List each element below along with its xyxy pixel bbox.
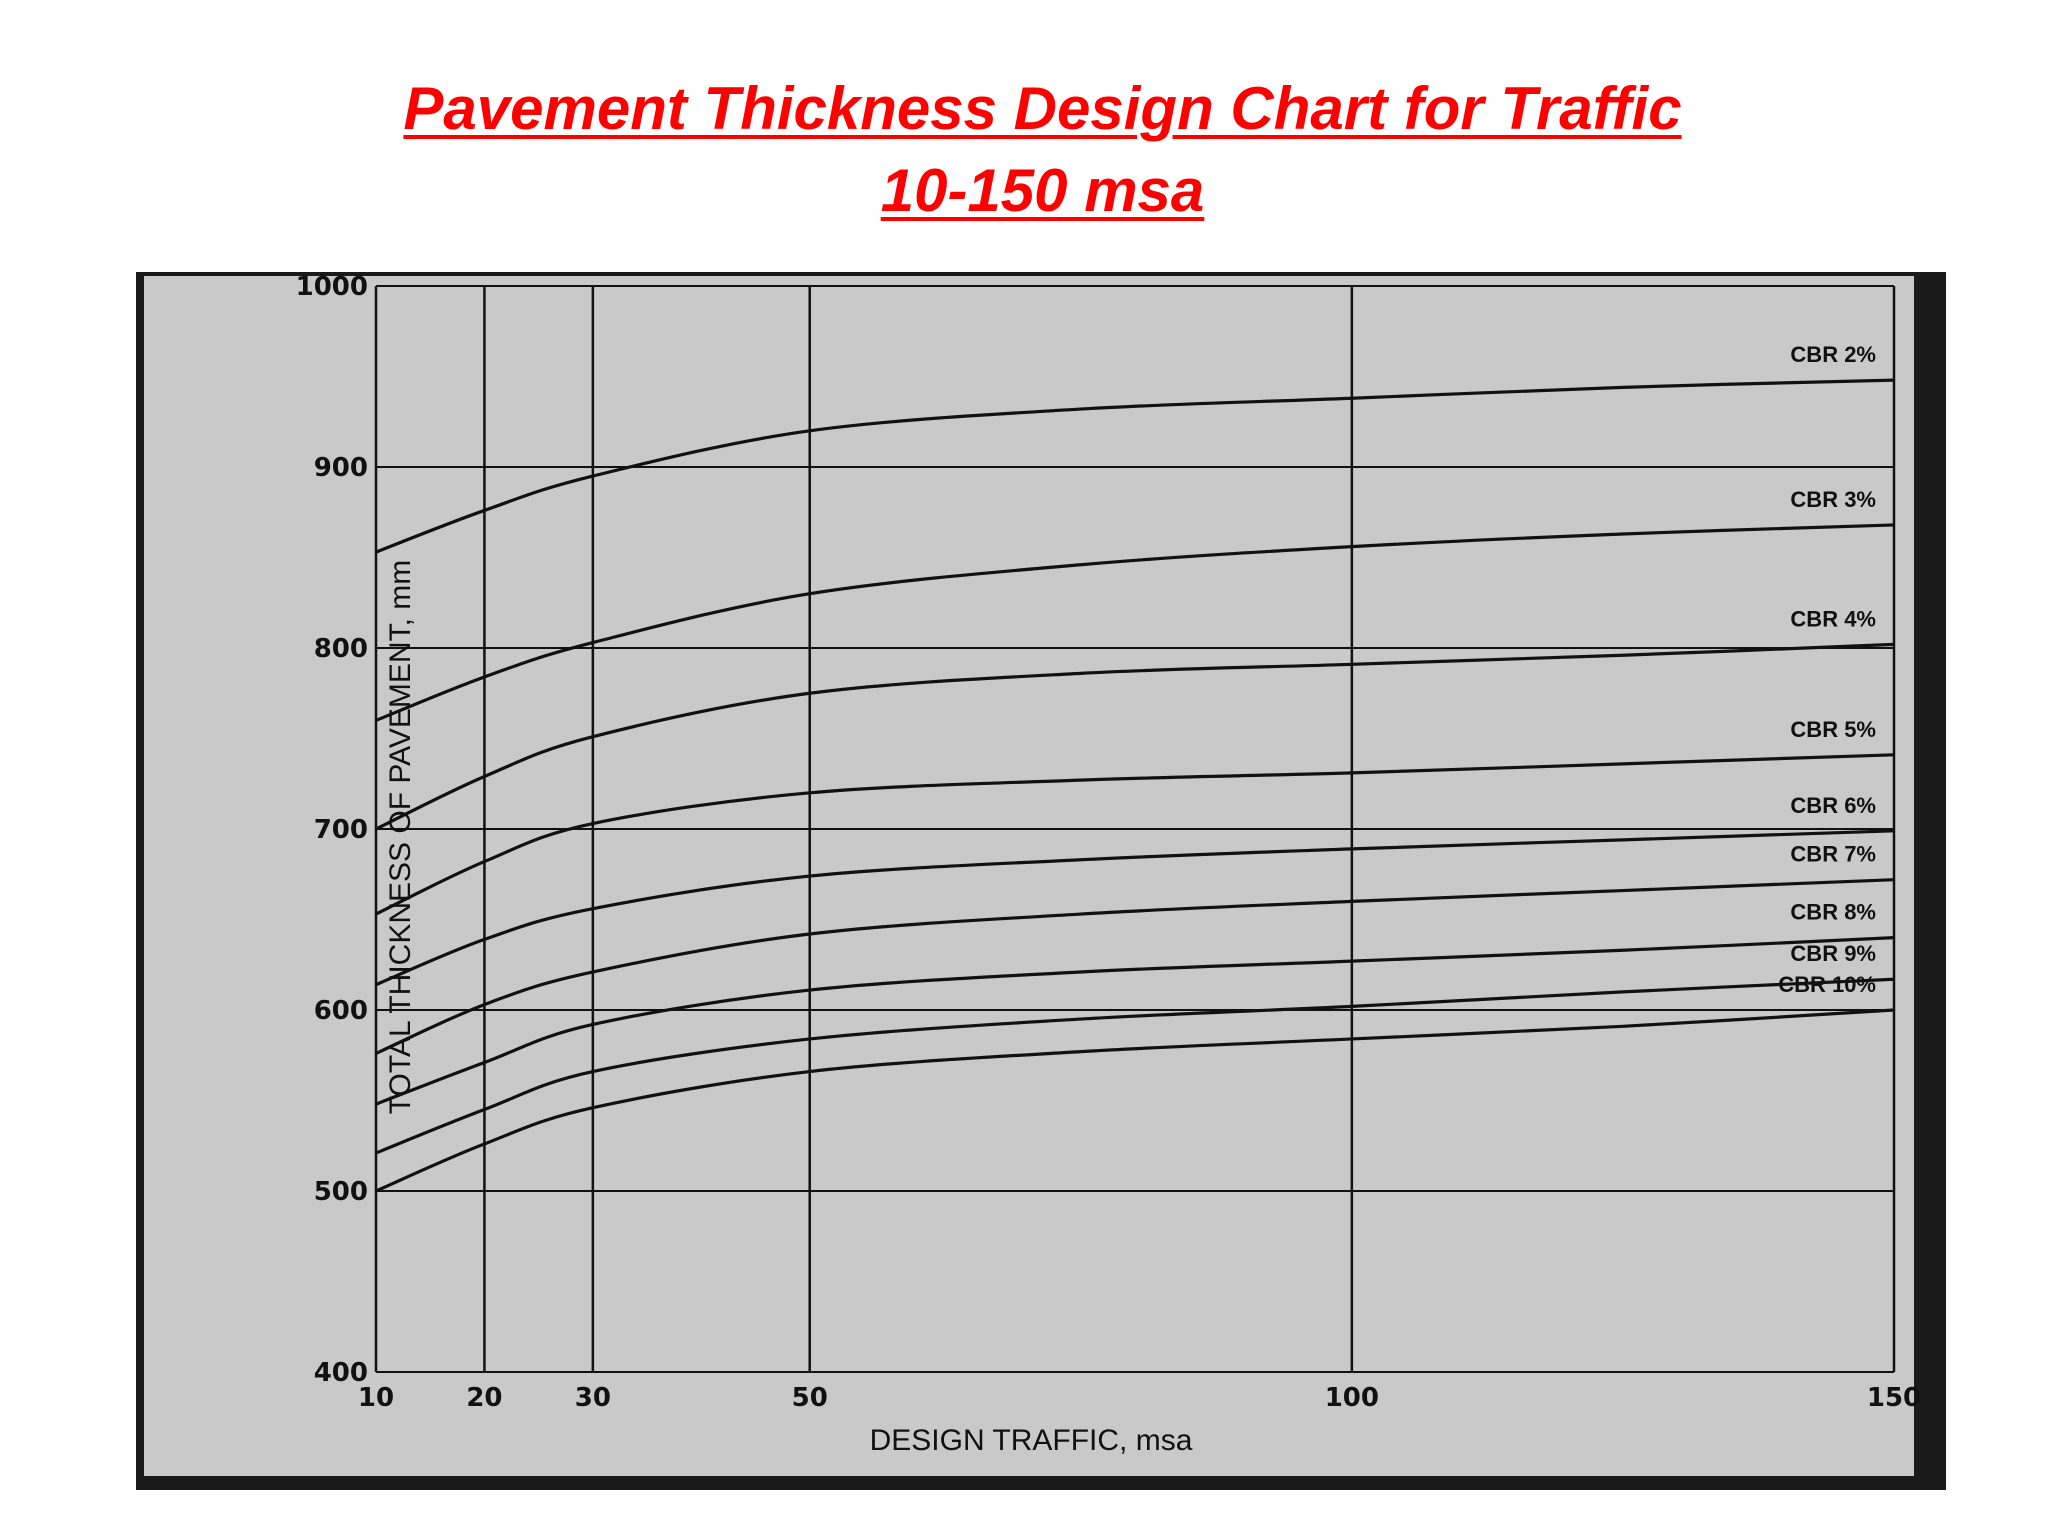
tick-layer: 10 20 30 50 100 150 400 500 600 700 800 900 1000 — [296, 272, 1922, 1413]
y-tick-label: 500 — [314, 1177, 368, 1207]
x-tick-label: 100 — [1325, 1383, 1379, 1413]
y-tick-label: 900 — [314, 453, 368, 483]
label-layer: CBR 2% CBR 3% CBR 4% CBR 5% CBR 6% CBR 7% CBR … — [1778, 342, 1876, 997]
series-layer — [375, 378, 1895, 1193]
series-label: CBR 3% — [1790, 487, 1876, 512]
y-tick-label: 400 — [314, 1358, 368, 1388]
grid-layer — [374, 285, 1896, 1373]
series-label: CBR 4% — [1790, 606, 1876, 631]
y-axis-title: TOTAL THICKNESS OF PAVEMENT, mm — [384, 560, 417, 1115]
series-label: CBR 2% — [1790, 342, 1876, 367]
x-tick-label: 30 — [575, 1383, 611, 1413]
series-line — [375, 1008, 1895, 1193]
title-line-1: Pavement Thickness Design Chart for Traf… — [403, 75, 1682, 142]
x-tick-label: 50 — [792, 1383, 828, 1413]
series-label: CBR 9% — [1790, 941, 1876, 966]
series-line — [375, 977, 1895, 1155]
series-label: CBR 10% — [1778, 972, 1876, 997]
plot-background — [144, 276, 1914, 1476]
y-tick-label: 700 — [314, 815, 368, 845]
series-line — [375, 829, 1895, 987]
series-label: CBR 6% — [1790, 793, 1876, 818]
x-axis-title: DESIGN TRAFFIC, msa — [870, 1424, 1193, 1457]
x-tick-label: 150 — [1867, 1383, 1921, 1413]
series-label: CBR 5% — [1790, 717, 1876, 742]
y-tick-label: 800 — [314, 634, 368, 664]
chart-frame: 10 20 30 50 100 150 400 500 600 700 800 900 1000 CBR… — [136, 272, 1946, 1490]
series-line — [375, 878, 1895, 1055]
series-line — [375, 523, 1895, 722]
series-label: CBR 8% — [1790, 900, 1876, 925]
page-title: Pavement Thickness Design Chart for Traf… — [0, 68, 2048, 232]
series-line — [375, 378, 1895, 554]
y-tick-label: 1000 — [296, 272, 368, 302]
pavement-design-chart: 10 20 30 50 100 150 400 500 600 700 800 900 1000 CBR… — [144, 272, 1922, 1476]
series-line — [375, 936, 1895, 1106]
title-line-2: 10-150 msa — [880, 157, 1205, 224]
series-line — [375, 642, 1895, 831]
y-tick-label: 600 — [314, 996, 368, 1026]
x-tick-label: 10 — [358, 1383, 394, 1413]
series-label: CBR 7% — [1790, 842, 1876, 867]
x-tick-label: 20 — [466, 1383, 502, 1413]
series-line — [375, 753, 1895, 916]
